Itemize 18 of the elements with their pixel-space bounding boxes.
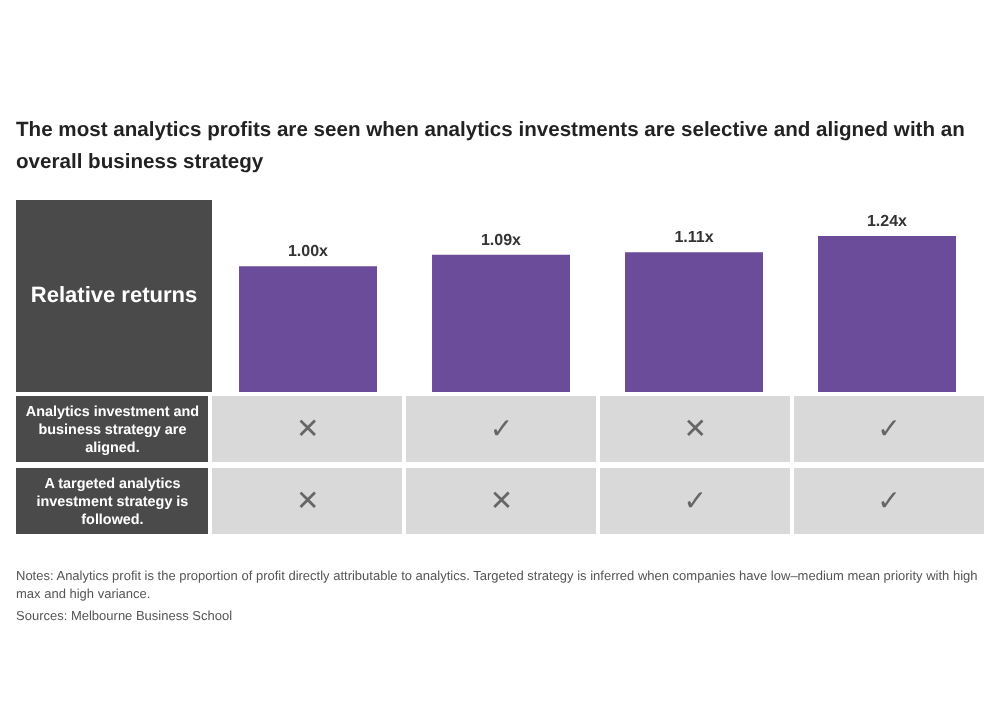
y-axis-title: Relative returns bbox=[16, 200, 212, 392]
text: ✕ bbox=[212, 468, 403, 534]
text: ✓ bbox=[794, 396, 984, 462]
text: ✓ bbox=[406, 396, 597, 462]
data-label: 1.24x bbox=[866, 212, 909, 230]
data-label: 1.00x bbox=[287, 242, 330, 261]
text: ✓ bbox=[600, 468, 791, 534]
bar bbox=[239, 266, 378, 392]
bar bbox=[818, 236, 957, 392]
text: ✕ bbox=[600, 396, 791, 462]
bar bbox=[432, 254, 571, 392]
data-label: 1.11x bbox=[674, 228, 715, 247]
text: ✕ bbox=[212, 396, 403, 462]
bar bbox=[625, 252, 764, 392]
chart-title: The most analytics profits are seen when analytics investments are selective and aligned with an overall business strategy bbox=[16, 118, 967, 178]
text: ✓ bbox=[794, 468, 984, 534]
text: ✕ bbox=[406, 468, 597, 534]
data-label: 1.09x bbox=[480, 230, 523, 249]
